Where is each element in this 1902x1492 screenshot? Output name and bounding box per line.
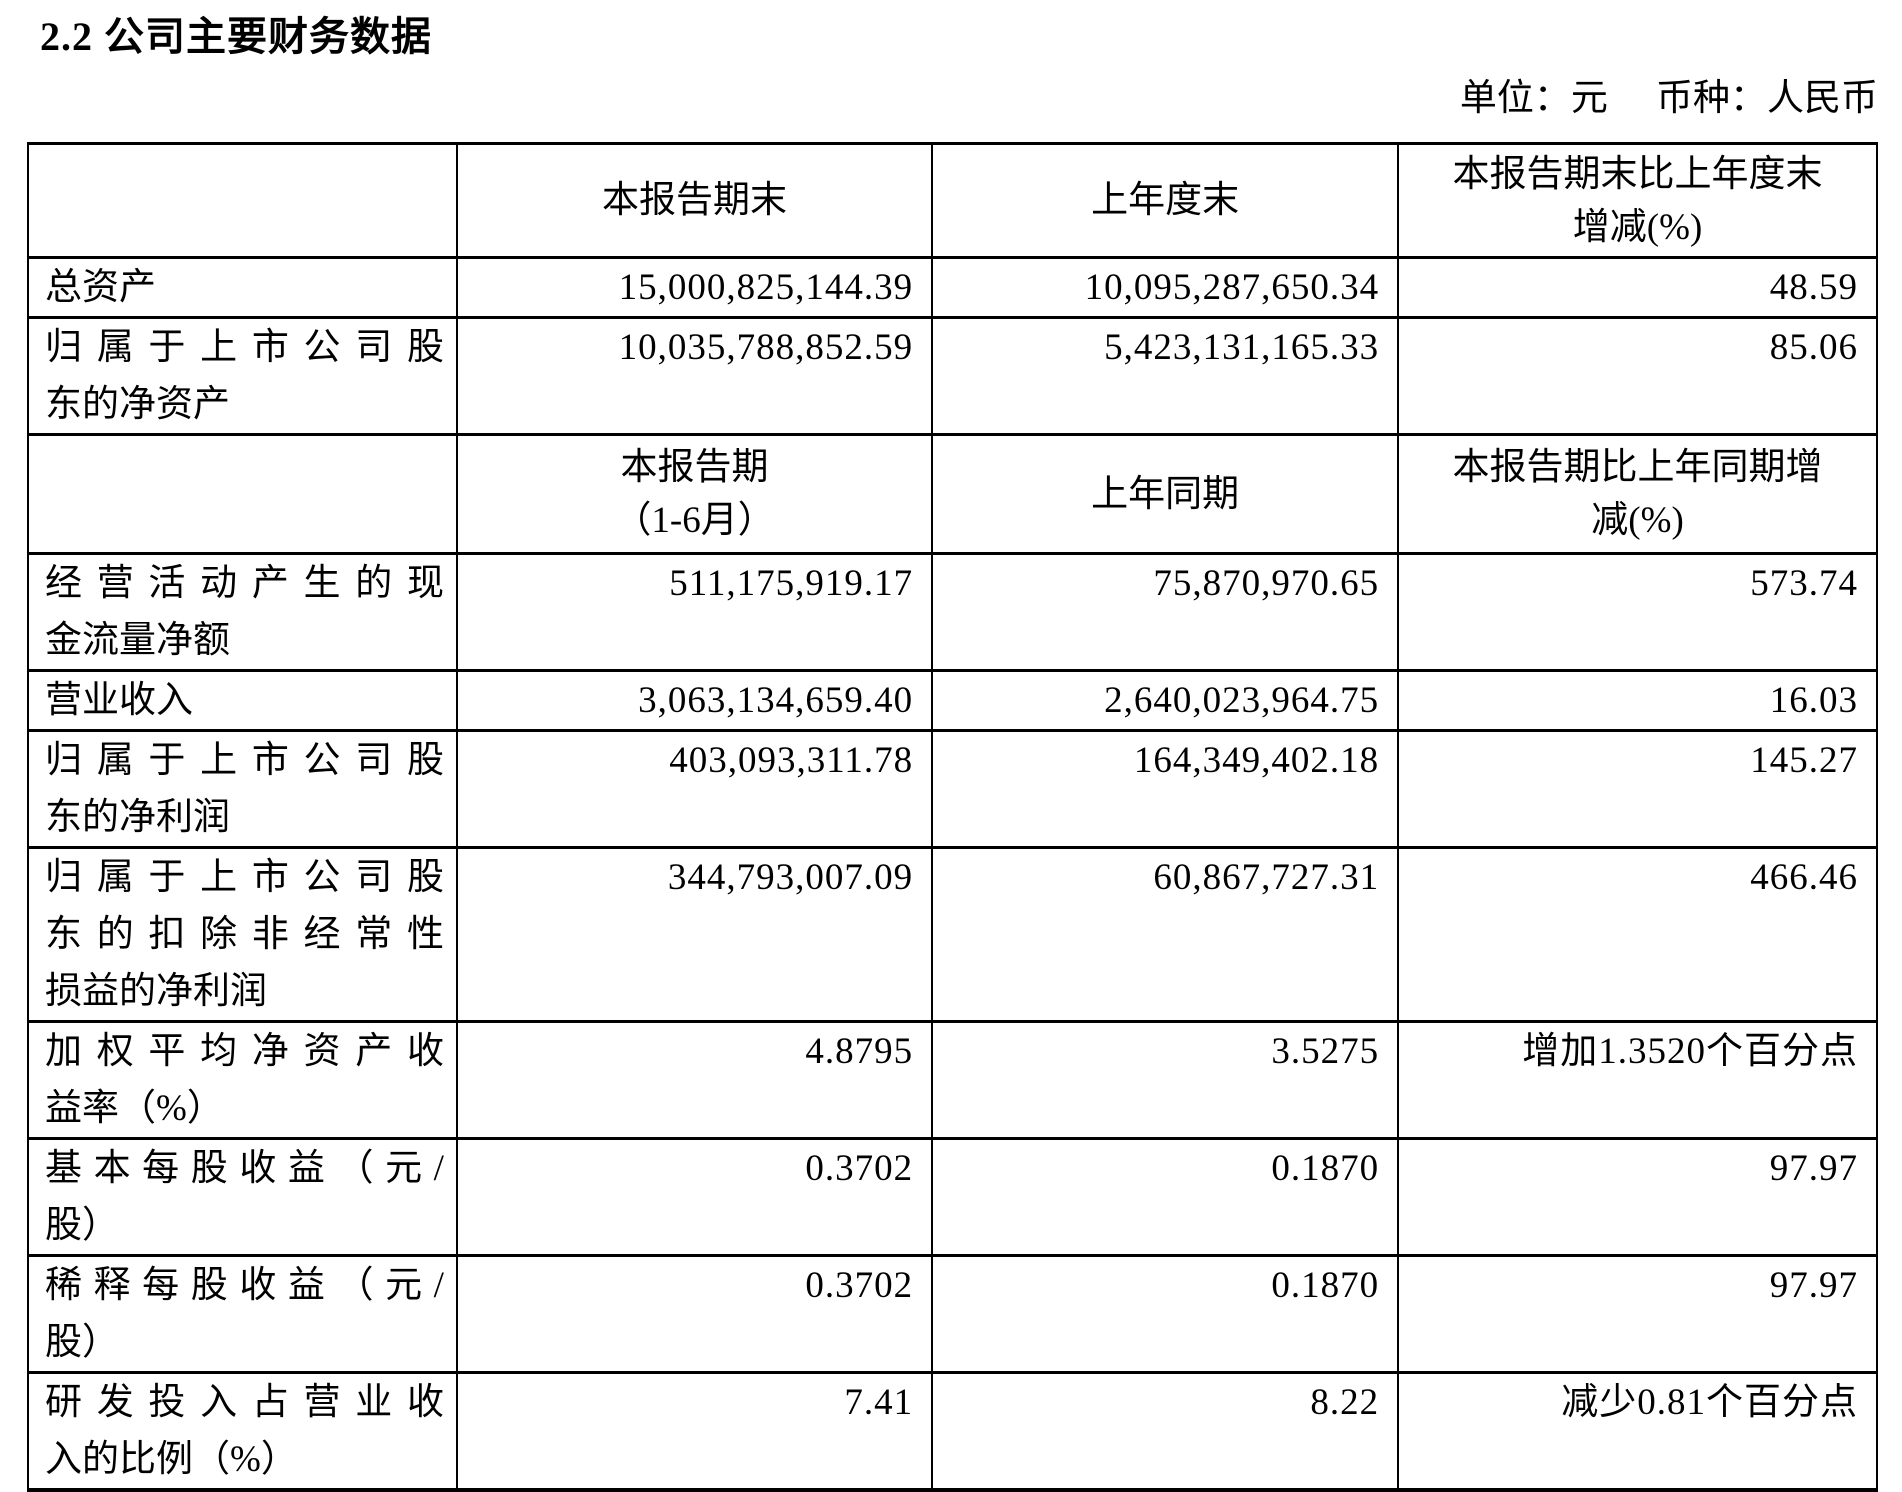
value-current: 511,175,919.17	[455, 552, 934, 672]
header-cell-change-vs-prior-period: 本报告期比上年同期增 减(%)	[1397, 433, 1878, 555]
row-label: 基本每股收益（元/ 股）	[27, 1137, 458, 1257]
header-line: （1-6月）	[614, 500, 775, 541]
row-label-line: 东的扣除非经常性	[45, 914, 444, 955]
value-change: 48.59	[1397, 256, 1878, 319]
value-prior: 8.22	[931, 1371, 1400, 1492]
row-label-line: 金流量净额	[45, 620, 230, 661]
row-label-line: 东的净资产	[45, 384, 230, 425]
table-row-operating-revenue: 营业收入 3,063,134,659.40 2,640,023,964.75 1…	[27, 669, 1878, 732]
value-current: 0.3702	[455, 1137, 934, 1257]
table-header-reporting-period: 本报告期 （1-6月） 上年同期 本报告期比上年同期增 减(%)	[27, 433, 1878, 555]
table-row-operating-cash-flow: 经营活动产生的现 金流量净额 511,175,919.17 75,870,970…	[27, 552, 1878, 672]
row-label: 经营活动产生的现 金流量净额	[27, 552, 458, 672]
table-row-rd-expense-ratio: 研发投入占营业收 入的比例（%） 7.41 8.22 减少0.81个百分点	[27, 1371, 1878, 1492]
row-label: 归属于上市公司股 东的扣除非经常性 损益的净利润	[27, 846, 458, 1023]
row-label-line: 稀释每股收益（元/	[45, 1265, 444, 1306]
header-line: 本报告期比上年同期增	[1452, 447, 1823, 488]
section-title: 2.2 公司主要财务数据	[40, 14, 432, 59]
table-row-net-profit-excl-nonrecurring: 归属于上市公司股 东的扣除非经常性 损益的净利润 344,793,007.09 …	[27, 846, 1878, 1023]
header-cell-prior-period: 上年同期	[931, 433, 1400, 555]
header-cell-empty	[27, 433, 458, 555]
header-cell-change-vs-prior-year-end: 本报告期末比上年度末 增减(%)	[1397, 142, 1878, 259]
value-prior: 3.5275	[931, 1020, 1400, 1140]
value-prior: 75,870,970.65	[931, 552, 1400, 672]
value-change: 97.97	[1397, 1254, 1878, 1374]
unit-line: 单位：元 币种：人民币	[27, 76, 1878, 122]
row-label-line: 股）	[45, 1322, 119, 1363]
row-label: 总资产	[27, 256, 458, 319]
table-row-total-assets: 总资产 15,000,825,144.39 10,095,287,650.34 …	[27, 256, 1878, 319]
value-current: 10,035,788,852.59	[455, 316, 934, 436]
row-label: 稀释每股收益（元/ 股）	[27, 1254, 458, 1374]
table-row-weighted-avg-roe: 加权平均净资产收 益率（%） 4.8795 3.5275 增加1.3520个百分…	[27, 1020, 1878, 1140]
row-label-line: 基本每股收益（元/	[45, 1148, 444, 1189]
table-row-net-profit: 归属于上市公司股 东的净利润 403,093,311.78 164,349,40…	[27, 729, 1878, 849]
table-row-net-assets: 归属于上市公司股 东的净资产 10,035,788,852.59 5,423,1…	[27, 316, 1878, 436]
table-row-basic-eps: 基本每股收益（元/ 股） 0.3702 0.1870 97.97	[27, 1137, 1878, 1257]
value-prior: 10,095,287,650.34	[931, 256, 1400, 319]
header-line: 本报告期	[620, 447, 769, 488]
header-line: 减(%)	[1591, 500, 1684, 541]
row-label-line: 总资产	[45, 267, 156, 308]
row-label-line: 损益的净利润	[45, 971, 267, 1012]
row-label-line: 归属于上市公司股	[45, 740, 444, 781]
value-change: 466.46	[1397, 846, 1878, 1023]
value-change: 145.27	[1397, 729, 1878, 849]
row-label-line: 归属于上市公司股	[45, 857, 444, 898]
row-label-line: 东的净利润	[45, 797, 230, 838]
currency-label: 币种：人民币	[1656, 78, 1878, 119]
table-header-period-end: 本报告期末 上年度末 本报告期末比上年度末 增减(%)	[27, 142, 1878, 259]
financial-table: 本报告期末 上年度末 本报告期末比上年度末 增减(%) 总资产 15,000,8…	[27, 142, 1878, 1492]
header-line: 增减(%)	[1572, 206, 1703, 248]
row-label-line: 营业收入	[45, 680, 193, 721]
row-label-line: 经营活动产生的现	[45, 563, 444, 604]
unit-label: 单位：元	[1459, 78, 1608, 119]
value-current: 3,063,134,659.40	[455, 669, 934, 732]
header-cell-empty	[27, 142, 458, 259]
header-cell-prior-year-end: 上年度末	[931, 142, 1400, 259]
value-change: 85.06	[1397, 316, 1878, 436]
header-cell-current-period-end: 本报告期末	[455, 142, 934, 259]
value-current: 4.8795	[455, 1020, 934, 1140]
row-label: 归属于上市公司股 东的净利润	[27, 729, 458, 849]
value-change: 573.74	[1397, 552, 1878, 672]
table-row-diluted-eps: 稀释每股收益（元/ 股） 0.3702 0.1870 97.97	[27, 1254, 1878, 1374]
row-label-line: 股）	[45, 1205, 119, 1246]
value-change: 增加1.3520个百分点	[1397, 1020, 1878, 1140]
value-prior: 2,640,023,964.75	[931, 669, 1400, 732]
header-cell-current-period: 本报告期 （1-6月）	[455, 433, 934, 555]
value-change: 减少0.81个百分点	[1397, 1371, 1878, 1492]
row-label: 研发投入占营业收 入的比例（%）	[27, 1371, 458, 1492]
value-current: 344,793,007.09	[455, 846, 934, 1023]
row-label: 归属于上市公司股 东的净资产	[27, 316, 458, 436]
value-current: 7.41	[455, 1371, 934, 1492]
header-line: 本报告期末比上年度末	[1452, 153, 1823, 195]
row-label-line: 归属于上市公司股	[45, 327, 444, 368]
value-prior: 60,867,727.31	[931, 846, 1400, 1023]
value-change: 97.97	[1397, 1137, 1878, 1257]
value-current: 403,093,311.78	[455, 729, 934, 849]
row-label-line: 研发投入占营业收	[45, 1382, 444, 1423]
row-label-line: 入的比例（%）	[45, 1439, 298, 1480]
value-prior: 0.1870	[931, 1254, 1400, 1374]
value-current: 0.3702	[455, 1254, 934, 1374]
value-prior: 164,349,402.18	[931, 729, 1400, 849]
value-prior: 0.1870	[931, 1137, 1400, 1257]
value-current: 15,000,825,144.39	[455, 256, 934, 319]
row-label-line: 加权平均净资产收	[45, 1031, 444, 1072]
row-label: 营业收入	[27, 669, 458, 732]
value-change: 16.03	[1397, 669, 1878, 732]
row-label-line: 益率（%）	[45, 1088, 224, 1129]
row-label: 加权平均净资产收 益率（%）	[27, 1020, 458, 1140]
value-prior: 5,423,131,165.33	[931, 316, 1400, 436]
